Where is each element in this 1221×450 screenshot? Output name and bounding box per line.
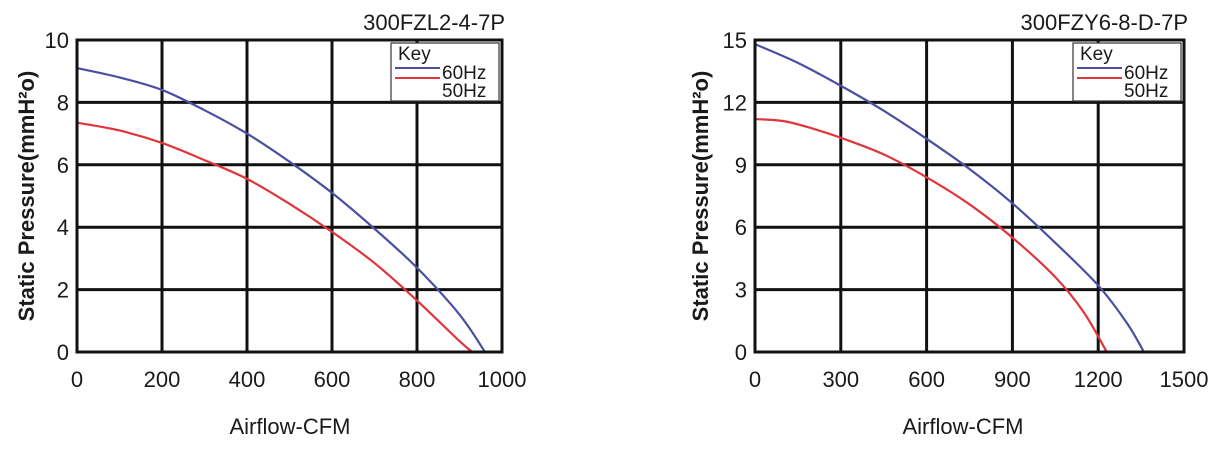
chart-2-x-tick-labels: 0 300 600 900 1200 1500	[749, 367, 1209, 392]
chart-2-y-tick-labels: 0 3 6 9 12 15	[723, 28, 747, 365]
chart-1-y-tick-label: 0	[57, 340, 69, 365]
chart-2-legend-title: Key	[1080, 44, 1113, 65]
chart-1-legend-title: Key	[398, 44, 431, 65]
chart-1-series-60hz-line	[76, 67, 486, 353]
chart-2-title: 300FZY6-8-D-7P	[1020, 10, 1188, 35]
chart-2-plot-frame	[753, 38, 1186, 354]
chart-1: 300FZL2-4-7P 0 2 4 6 8 10 0 200 400 600 800 1000 A…	[14, 10, 526, 439]
chart-2-legend-box	[1072, 42, 1182, 102]
chart-1-x-tick-label: 200	[144, 367, 181, 392]
chart-2-y-axis-label: Static Pressure(mmH²o)	[688, 71, 713, 322]
chart-2-legend: Key 60Hz 50Hz	[1072, 42, 1182, 102]
chart-2-y-tick-label: 0	[735, 340, 747, 365]
chart-2-legend-50hz-label: 50Hz	[1124, 81, 1168, 102]
chart-1-legend-60hz-label: 60Hz	[442, 63, 486, 84]
chart-1-legend-box	[390, 42, 500, 102]
chart-2-series-lines	[754, 43, 1145, 353]
chart-1-x-axis-label: Airflow-CFM	[230, 414, 351, 439]
chart-1-y-tick-label: 8	[57, 90, 69, 115]
chart-1-y-axis-label: Static Pressure(mmH²o)	[14, 71, 39, 322]
chart-1-x-tick-label: 1000	[478, 367, 527, 392]
chart-2-x-tick-label: 1500	[1160, 367, 1209, 392]
chart-2-y-tick-label: 15	[723, 28, 747, 53]
chart-2-y-tick-label: 12	[723, 90, 747, 115]
chart-1-y-tick-label: 2	[57, 278, 69, 303]
chart-2-y-tick-label: 6	[735, 215, 747, 240]
chart-2-series-60hz-line	[754, 43, 1145, 353]
chart-1-x-tick-label: 600	[314, 367, 351, 392]
chart-1-legend: Key 60Hz 50Hz	[390, 42, 500, 102]
chart-1-x-tick-label: 0	[71, 367, 83, 392]
chart-2: 300FZY6-8-D-7P 0 3 6 9 12 15 0 300 600 900 1200 15…	[688, 10, 1208, 439]
chart-2-legend-60hz-label: 60Hz	[1124, 63, 1168, 84]
chart-2-y-tick-label: 3	[735, 278, 747, 303]
chart-1-y-tick-label: 10	[45, 28, 69, 53]
chart-2-x-tick-label: 0	[749, 367, 761, 392]
chart-1-x-tick-labels: 0 200 400 600 800 1000	[71, 367, 527, 392]
chart-1-legend-50hz-label: 50Hz	[442, 81, 486, 102]
chart-1-title: 300FZL2-4-7P	[363, 10, 505, 35]
chart-1-x-tick-label: 800	[399, 367, 436, 392]
chart-1-series-50hz-line	[76, 121, 473, 353]
chart-1-y-tick-labels: 0 2 4 6 8 10	[45, 28, 69, 365]
chart-2-y-tick-label: 9	[735, 153, 747, 178]
chart-2-x-tick-label: 600	[908, 367, 945, 392]
chart-1-y-tick-label: 6	[57, 153, 69, 178]
chart-1-plot-frame	[75, 38, 504, 354]
chart-2-x-tick-label: 1200	[1074, 367, 1123, 392]
chart-1-y-tick-label: 4	[57, 215, 69, 240]
chart-2-x-tick-label: 900	[994, 367, 1031, 392]
chart-2-x-axis-label: Airflow-CFM	[903, 414, 1024, 439]
chart-1-series-lines	[76, 67, 486, 353]
chart-2-series-50hz-line	[754, 117, 1108, 353]
chart-2-x-tick-label: 300	[822, 367, 859, 392]
chart-1-x-tick-label: 400	[229, 367, 266, 392]
